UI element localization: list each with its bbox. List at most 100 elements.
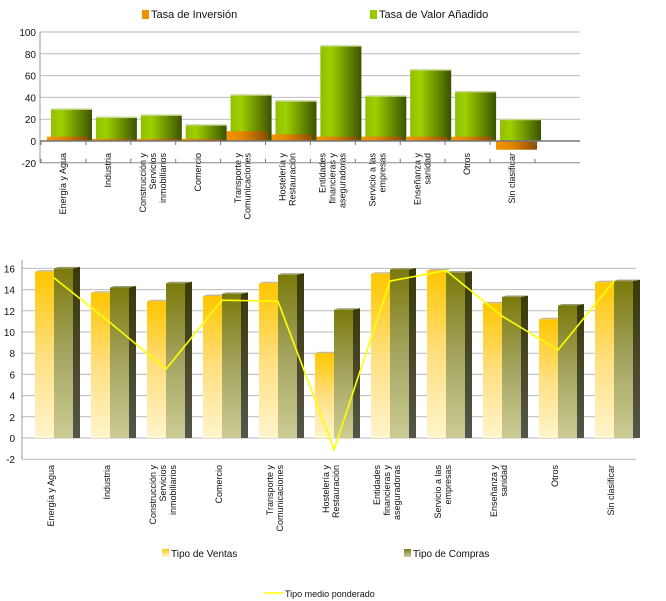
bar-top-compras bbox=[334, 308, 360, 310]
legend-label-inversion: Tasa de Inversión bbox=[151, 9, 237, 21]
y-tick-label: 40 bbox=[25, 93, 37, 104]
x-tick-label-construccion-y-servicios-inmobiliarios: Construcción yServiciosinmobiliarios bbox=[148, 465, 178, 525]
bar-valor-anadido-industria bbox=[95, 117, 137, 141]
bar-inversion-entidades-financieras-y-aseguradoras bbox=[316, 136, 358, 141]
bar-top-compras bbox=[278, 273, 304, 275]
category-label-line: Transporte y bbox=[265, 465, 275, 516]
bar-top-ventas bbox=[315, 351, 339, 354]
y-tick-label: 100 bbox=[19, 28, 36, 39]
point-tipo-medio-ponderado bbox=[389, 280, 391, 282]
bar-side-compras bbox=[577, 304, 584, 438]
y-tick-label: 8 bbox=[9, 349, 15, 360]
point-tipo-medio-ponderado bbox=[53, 277, 55, 279]
bar-valor-anadido-ensenanza-y-sanidad bbox=[410, 70, 452, 141]
bar-side-compras bbox=[521, 295, 528, 438]
bar-compras-energia-y-agua bbox=[54, 268, 73, 438]
x-tick-label-entidades-financieras-y-aseguradoras: Entidadesfinancieras yaseguradoras bbox=[318, 153, 348, 209]
bar-valor-anadido-sin-clasificar bbox=[500, 119, 541, 141]
y-tick-label: 12 bbox=[4, 307, 16, 318]
category-label-line: Hostelería y bbox=[321, 465, 331, 514]
bar-compras-servicio-a-las-empresas bbox=[446, 272, 465, 438]
bar-ventas-construccion-y-servicios-inmobiliarios bbox=[147, 301, 166, 438]
bar-top-valor-anadido bbox=[410, 69, 452, 71]
bar-top-valor-anadido bbox=[320, 45, 362, 47]
category-label-line: sanidad bbox=[422, 153, 432, 185]
bar-top-ventas bbox=[483, 301, 507, 304]
bar-side-compras bbox=[297, 273, 304, 438]
bar-ventas-hosteleria-y-restauracion bbox=[315, 353, 334, 438]
category-label-line: Sin clasificar bbox=[606, 465, 616, 516]
bar-top-valor-anadido bbox=[455, 90, 497, 93]
point-tipo-medio-ponderado bbox=[557, 349, 559, 351]
category-label-line: Comunicaciones bbox=[243, 153, 253, 220]
x-tick-label-servicio-a-las-empresas: Servicio a lasempresas bbox=[433, 465, 453, 519]
category-label-line: financieras y bbox=[382, 465, 392, 516]
legend-swatch-ventas bbox=[162, 549, 169, 557]
x-tick-label-energia-y-agua: Energía y Agua bbox=[46, 465, 56, 527]
bar-top-valor-anadido bbox=[185, 124, 227, 126]
category-label-line: Industria bbox=[103, 153, 113, 188]
bar-ventas-sin-clasificar bbox=[595, 282, 614, 438]
bar-inversion-otros bbox=[451, 136, 493, 141]
bar-ventas-entidades-financieras-y-aseguradoras bbox=[371, 273, 390, 438]
legend-top: Tasa de Inversión Tasa de Valor Añadido bbox=[142, 9, 488, 21]
y-tick-label: 14 bbox=[4, 286, 16, 297]
y-tick-label: 0 bbox=[9, 434, 15, 445]
x-tick-label-industria: Industria bbox=[103, 153, 113, 188]
bar-compras-entidades-financieras-y-aseguradoras bbox=[390, 269, 409, 438]
point-tipo-medio-ponderado bbox=[613, 280, 615, 282]
bar-inversion-transporte-y-comunicaciones bbox=[226, 131, 268, 141]
bar-compras-construccion-y-servicios-inmobiliarios bbox=[166, 283, 185, 438]
bar-compras-sin-clasificar bbox=[614, 281, 633, 438]
bar-ventas-otros bbox=[539, 319, 558, 438]
bar-top-valor-anadido bbox=[365, 95, 407, 97]
bar-side-compras bbox=[185, 281, 192, 438]
bar-top-valor-anadido bbox=[275, 100, 317, 102]
bar-compras-otros bbox=[558, 305, 577, 438]
category-label-line: Energía y Agua bbox=[58, 153, 68, 215]
bar-compras-comercio bbox=[222, 293, 241, 438]
category-label-line: Enseñanza y bbox=[412, 153, 422, 206]
point-tipo-medio-ponderado bbox=[109, 321, 111, 324]
category-label-line: Construcción y bbox=[148, 465, 158, 525]
category-label-line: Servicio a las bbox=[433, 465, 443, 519]
x-tick-label-construccion-y-servicios-inmobiliarios: Construcción yServiciosinmobiliarios bbox=[138, 153, 168, 213]
x-tick-label-entidades-financieras-y-aseguradoras: Entidadesfinancieras yaseguradoras bbox=[372, 465, 402, 521]
category-label-line: Industria bbox=[102, 465, 112, 500]
bar-top-valor-anadido bbox=[500, 118, 541, 121]
x-tick-label-sin-clasificar: Sin clasificar bbox=[606, 465, 616, 516]
x-tick-label-comercio: Comercio bbox=[214, 465, 224, 504]
x-tick-label-energia-y-agua: Energía y Agua bbox=[58, 153, 68, 215]
y-tick-label: 4 bbox=[9, 392, 15, 403]
x-tick-label-industria: Industria bbox=[102, 465, 112, 500]
bar-inversion-industria bbox=[91, 138, 133, 141]
bar-valor-anadido-comercio bbox=[185, 125, 227, 141]
x-tick-label-transporte-y-comunicaciones: Transporte yComunicaciones bbox=[265, 465, 285, 532]
category-label-line: Servicios bbox=[158, 465, 168, 502]
category-label-line: Sin clasificar bbox=[507, 153, 517, 204]
category-label-line: Comunicaciones bbox=[275, 465, 285, 532]
bar-compras-industria bbox=[110, 287, 129, 438]
category-label-line: Comercio bbox=[214, 465, 224, 504]
bar-ventas-comercio bbox=[203, 295, 222, 438]
bar-compras-ensenanza-y-sanidad bbox=[502, 297, 521, 438]
x-tick-label-ensenanza-y-sanidad: Enseñanza ysanidad bbox=[489, 465, 509, 518]
y-tick-label: 6 bbox=[9, 370, 15, 381]
y-tick-label: 2 bbox=[9, 413, 15, 424]
bar-top-compras bbox=[614, 279, 640, 282]
x-tick-label-sin-clasificar: Sin clasificar bbox=[507, 153, 517, 204]
bar-valor-anadido-hosteleria-y-restauracion bbox=[275, 101, 317, 141]
y-tick-label: 0 bbox=[30, 137, 36, 148]
category-label-line: Entidades bbox=[318, 153, 328, 194]
bar-top-ventas bbox=[539, 317, 563, 320]
bar-top-valor-anadido bbox=[95, 116, 137, 119]
legend-label-valor-anadido: Tasa de Valor Añadido bbox=[379, 9, 488, 21]
bar-top-ventas bbox=[203, 294, 227, 296]
category-label-line: Energía y Agua bbox=[46, 465, 56, 527]
category-label-line: Restauración bbox=[331, 465, 341, 518]
x-tick-label-transporte-y-comunicaciones: Transporte yComunicaciones bbox=[233, 153, 253, 220]
category-label-line: sanidad bbox=[499, 465, 509, 497]
bar-side-compras bbox=[353, 308, 360, 438]
bar-top-ventas bbox=[259, 281, 283, 284]
